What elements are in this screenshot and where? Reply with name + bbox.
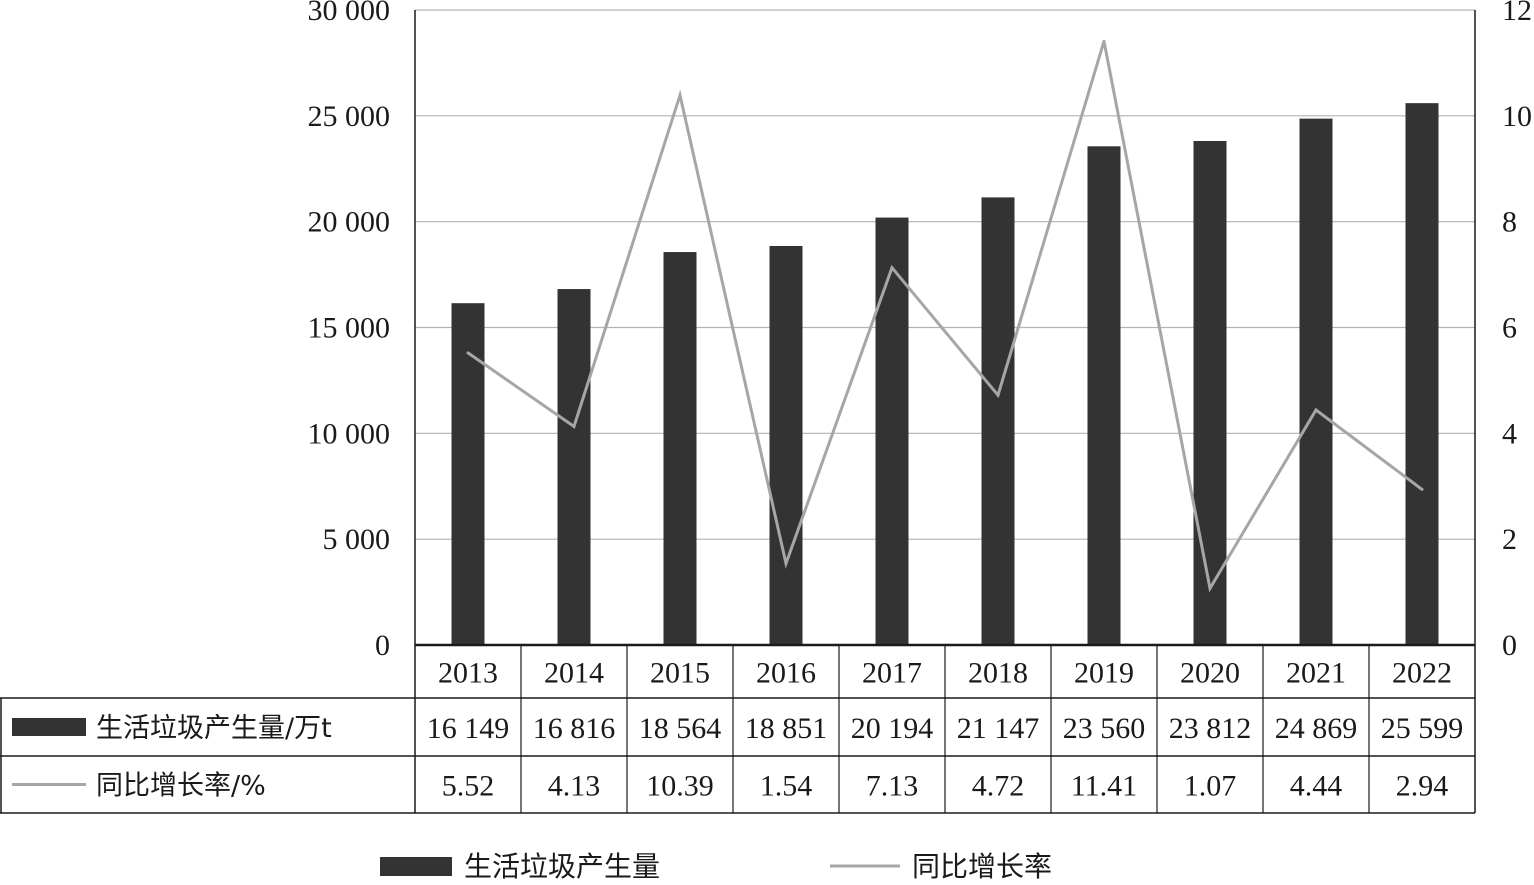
- bar: [769, 245, 803, 645]
- line-point: [890, 266, 894, 270]
- table-row-label-production: 生活垃圾产生量/万t: [96, 713, 332, 744]
- x-tick-label: 2014: [544, 657, 604, 690]
- table-cell-production: 18 851: [745, 712, 828, 745]
- line-point: [678, 93, 682, 97]
- x-tick-label: 2020: [1180, 657, 1240, 690]
- growth-rate-line: [467, 40, 1423, 593]
- table-cell-growth: 5.52: [442, 770, 495, 803]
- y-right-tick-label: 2: [1502, 523, 1517, 556]
- bar: [557, 289, 591, 645]
- y-left-tick-label: 15 000: [308, 312, 391, 345]
- y-left-tick-label: 25 000: [308, 100, 391, 133]
- y-left-tick-label: 10 000: [308, 417, 391, 450]
- y-left-tick-label: 0: [375, 629, 390, 662]
- line-point: [1420, 487, 1424, 491]
- bar: [1299, 118, 1333, 646]
- x-tick-label: 2013: [438, 657, 498, 690]
- bar: [1405, 103, 1439, 646]
- y-right-tick-label: 0: [1502, 629, 1517, 662]
- table-bar-swatch: [12, 718, 86, 736]
- table-cell-production: 21 147: [957, 712, 1040, 745]
- bar-series: [451, 103, 1439, 646]
- table-cell-production: 24 869: [1275, 712, 1358, 745]
- line-point: [572, 424, 576, 428]
- line-point: [466, 351, 470, 355]
- line-point: [784, 562, 788, 566]
- table-cell-production: 16 816: [533, 712, 616, 745]
- y-right-tick-label: 4: [1502, 417, 1517, 450]
- legend: 生活垃圾产生量 同比增长率: [380, 850, 1052, 883]
- x-tick-label: 2021: [1286, 657, 1346, 690]
- y-right-tick-label: 6: [1502, 312, 1517, 345]
- bar: [1087, 146, 1121, 645]
- line-point: [1208, 586, 1212, 590]
- legend-label-growth: 同比增长率: [912, 850, 1052, 883]
- table-cell-growth: 11.41: [1071, 770, 1137, 803]
- x-tick-label: 2017: [862, 657, 922, 690]
- x-tick-label: 2016: [756, 657, 816, 690]
- bar: [981, 197, 1015, 646]
- bar: [663, 252, 697, 645]
- table-cell-growth: 4.44: [1290, 770, 1343, 803]
- line-point: [1102, 39, 1106, 43]
- table-cell-production: 20 194: [851, 712, 934, 745]
- table-cell-production: 25 599: [1381, 712, 1464, 745]
- bar: [875, 217, 909, 645]
- axes: 0 5 000 10 000 15 000 20 000 25 000 30 000 0 2 4 6…: [308, 0, 1533, 662]
- table-cell-growth: 1.07: [1184, 770, 1237, 803]
- table-cell-growth: 10.39: [646, 770, 714, 803]
- table-cell-growth: 4.72: [972, 770, 1025, 803]
- table-cell-production: 16 149: [427, 712, 510, 745]
- table-cell-production: 23 560: [1063, 712, 1146, 745]
- table-cell-production: 23 812: [1169, 712, 1252, 745]
- y-right-tick-label: 10: [1502, 100, 1532, 133]
- gridlines: [415, 9, 1475, 540]
- legend-bar-swatch: [380, 857, 452, 876]
- y-left-tick-label: 30 000: [308, 0, 391, 27]
- y-left-tick-label: 20 000: [308, 206, 391, 239]
- line-series: [466, 39, 1424, 593]
- x-tick-label: 2019: [1074, 657, 1134, 690]
- x-tick-label: 2015: [650, 657, 710, 690]
- line-point: [996, 393, 1000, 397]
- x-tick-label: 2022: [1392, 657, 1452, 690]
- table-cell-growth: 7.13: [866, 770, 919, 803]
- table-cell-growth: 1.54: [760, 770, 813, 803]
- y-right-tick-label: 8: [1502, 206, 1517, 239]
- table-cell-growth: 4.13: [548, 770, 601, 803]
- table-cell-growth: 2.94: [1396, 770, 1449, 803]
- y-left-tick-label: 5 000: [323, 523, 391, 556]
- y-right-tick-label: 12: [1502, 0, 1532, 27]
- data-table: 2013 2014 2015 2016 2017 2018 2019 2020 2021 2022…: [0, 643, 1476, 814]
- table-cell-production: 18 564: [639, 712, 722, 745]
- x-tick-label: 2018: [968, 657, 1028, 690]
- line-point: [1314, 408, 1318, 412]
- bar: [1193, 140, 1227, 645]
- table-row-label-growth: 同比增长率/%: [96, 771, 266, 802]
- legend-label-production: 生活垃圾产生量: [464, 850, 660, 883]
